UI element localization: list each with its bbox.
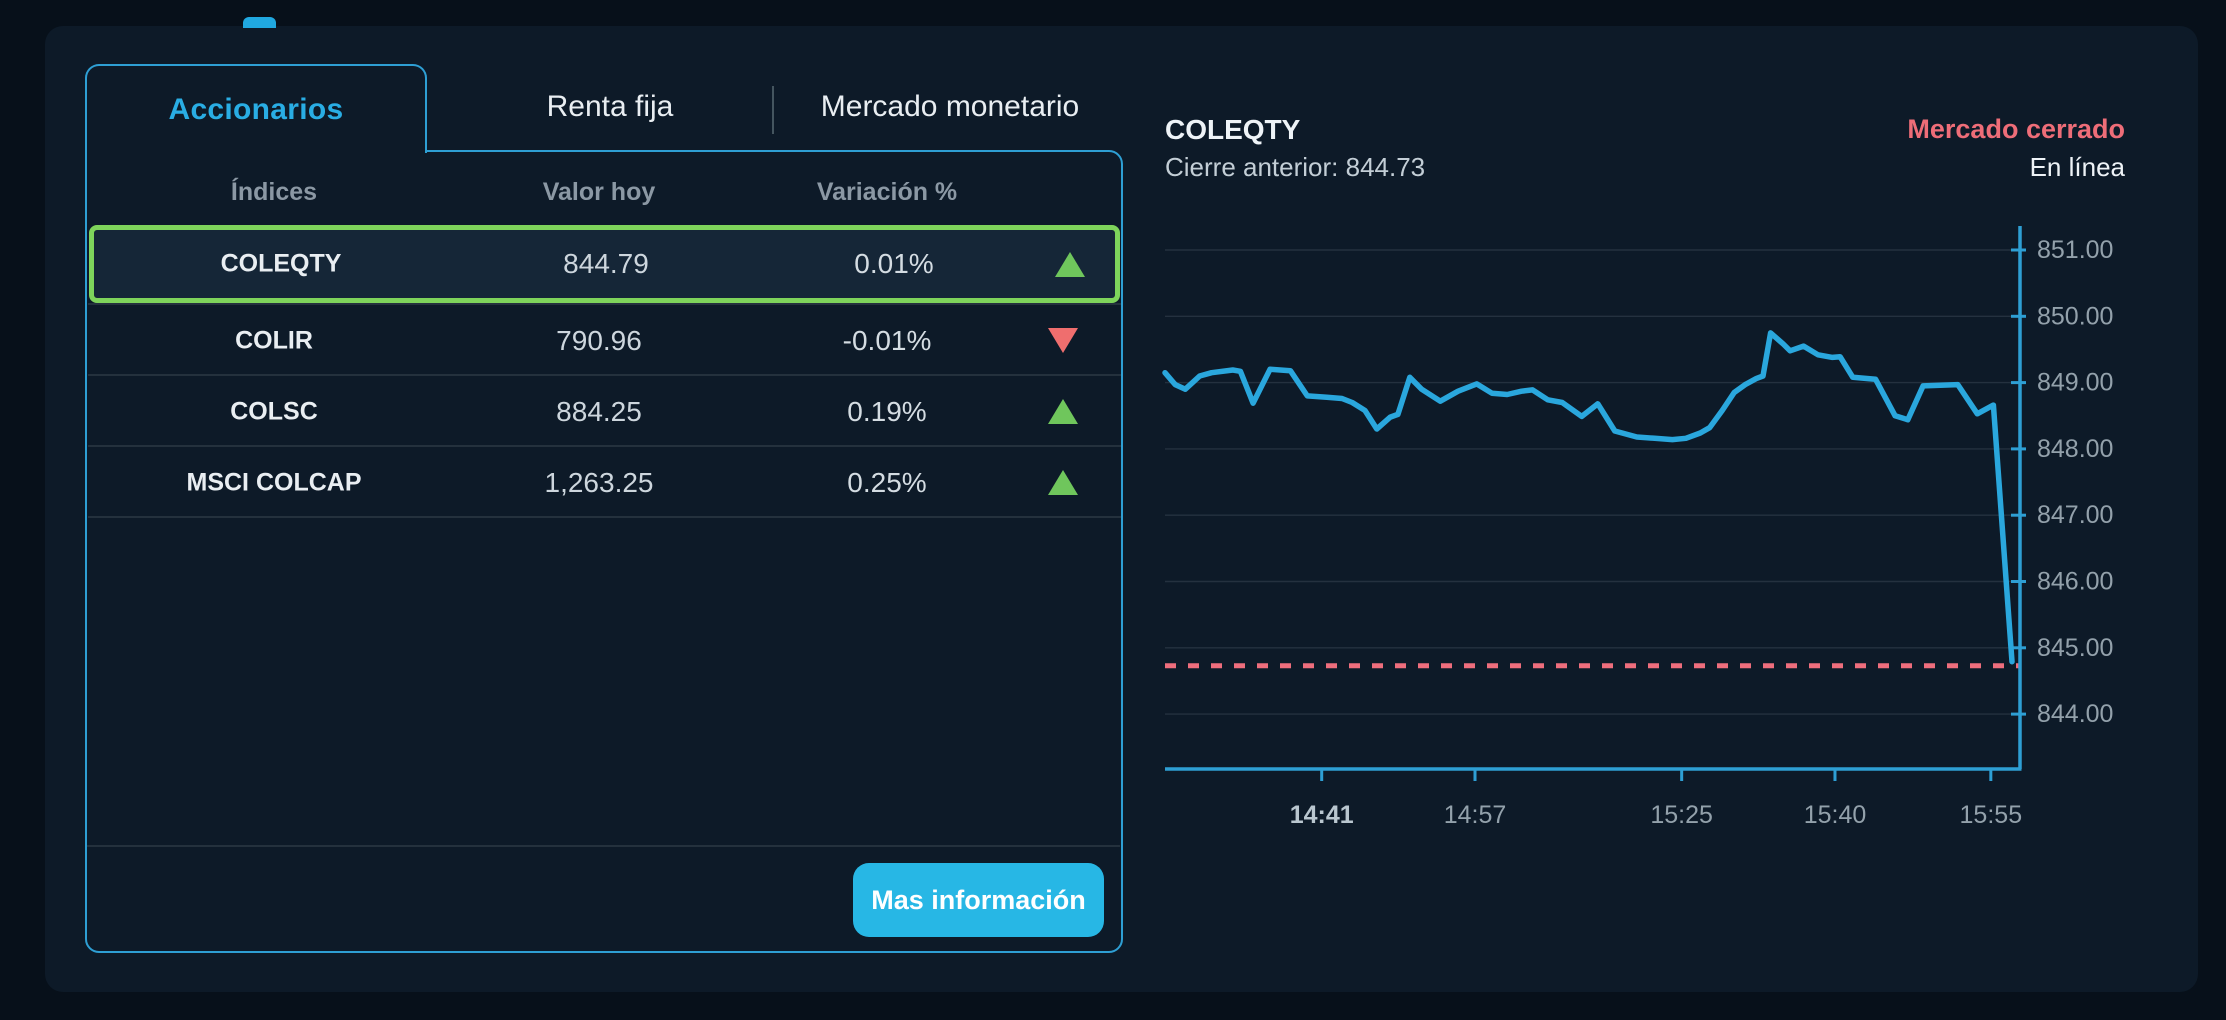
table-row-colir[interactable]: COLIR 790.96 -0.01% [87, 305, 1120, 376]
svg-text:15:25: 15:25 [1650, 801, 1713, 829]
market-status-badge: Mercado cerrado [1907, 114, 2125, 144]
index-name: COLSC [230, 397, 318, 425]
tab-mercado-monetario-label: Mercado monetario [820, 90, 1080, 123]
down-triangle-icon [1048, 328, 1078, 353]
row-separator [88, 374, 1121, 376]
row-separator [88, 445, 1121, 447]
svg-text:846.00: 846.00 [2037, 568, 2113, 596]
index-value: 790.96 [556, 324, 642, 356]
index-value: 884.25 [556, 395, 642, 427]
online-status-label: En línea [2029, 152, 2125, 182]
row-separator [88, 303, 1121, 305]
up-triangle-icon [1048, 470, 1078, 495]
up-triangle-icon [1048, 399, 1078, 424]
table-header: Índices Valor hoy Variación % [87, 166, 1121, 218]
index-name: COLEQTY [220, 249, 342, 278]
svg-text:849.00: 849.00 [2037, 369, 2113, 397]
svg-text:844.00: 844.00 [2037, 700, 2113, 728]
index-name: MSCI COLCAP [186, 468, 362, 496]
index-value: 1,263.25 [544, 466, 654, 498]
tab-renta-fija-label: Renta fija [546, 90, 674, 123]
index-value: 844.79 [563, 248, 649, 279]
header-indices: Índices [230, 178, 318, 206]
top-tab-handle [243, 17, 276, 28]
svg-text:848.00: 848.00 [2037, 435, 2113, 463]
svg-text:847.00: 847.00 [2037, 501, 2113, 529]
svg-text:15:55: 15:55 [1960, 801, 2023, 829]
tab-accionarios-label: Accionarios [168, 92, 344, 126]
index-variation: 0.19% [847, 395, 927, 427]
intraday-chart-container: 851.00 850.00 849.00 848.00 847.00 846.00 845.… [1160, 215, 2170, 845]
chart-title: COLEQTY [1165, 114, 1301, 145]
index-variation: 0.01% [854, 248, 934, 279]
svg-text:851.00: 851.00 [2037, 236, 2113, 264]
index-variation: 0.25% [847, 466, 927, 498]
index-variation: -0.01% [842, 324, 932, 356]
header-valor-hoy: Valor hoy [542, 178, 656, 206]
indices-panel: Índices Valor hoy Variación % COLEQTY 84… [85, 150, 1123, 953]
tab-divider [772, 86, 774, 134]
svg-text:845.00: 845.00 [2037, 634, 2113, 662]
tab-accionarios[interactable]: Accionarios [85, 64, 427, 153]
svg-text:14:57: 14:57 [1444, 801, 1507, 829]
table-row-msci-colcap[interactable]: MSCI COLCAP 1,263.25 0.25% [87, 447, 1120, 518]
table-row-coleqty[interactable]: COLEQTY 844.79 0.01% [89, 225, 1120, 303]
svg-text:14:41: 14:41 [1290, 801, 1354, 829]
previous-close-label: Cierre anterior: 844.73 [1165, 152, 1426, 182]
tab-renta-fija[interactable]: Renta fija [470, 64, 750, 150]
intraday-chart: 851.00 850.00 849.00 848.00 847.00 846.00 845.… [1162, 226, 2113, 829]
header-variacion: Variación % [816, 178, 958, 206]
more-info-button[interactable]: Mas información [853, 863, 1104, 937]
index-name: COLIR [235, 326, 313, 354]
svg-text:15:40: 15:40 [1804, 801, 1867, 829]
row-separator [88, 516, 1121, 518]
svg-text:850.00: 850.00 [2037, 302, 2113, 330]
table-row-colsc[interactable]: COLSC 884.25 0.19% [87, 376, 1120, 447]
footer-divider [87, 845, 1120, 847]
up-triangle-icon [1055, 251, 1085, 277]
tab-mercado-monetario[interactable]: Mercado monetario [800, 64, 1100, 150]
